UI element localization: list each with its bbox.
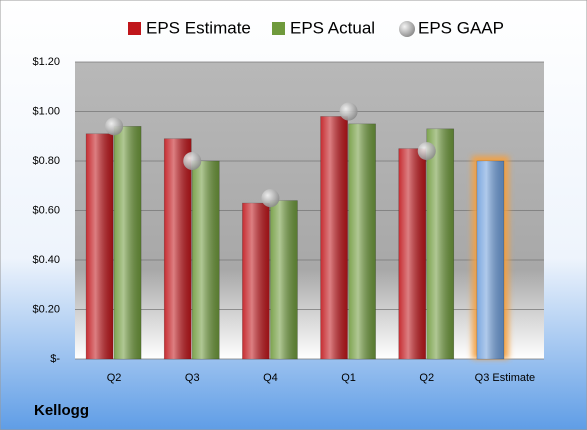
bar-shine [426,128,454,359]
x-tick-label: Q3 [185,372,200,384]
x-tick-label: Q2 [107,372,122,384]
y-tick-label: $- [50,353,60,365]
bar-shine [398,148,426,359]
y-tick-label: $0.40 [32,254,60,266]
y-tick-label: $0.20 [32,303,60,315]
bar-shine [270,200,298,359]
x-tick-label: Q4 [263,372,278,384]
legend-swatch [272,22,285,35]
x-tick-label: Q2 [419,372,434,384]
y-tick-label: $0.80 [32,155,60,167]
gaap-marker [261,189,280,208]
legend-swatch [128,22,141,35]
bar-shine [86,133,114,359]
bar-shine [164,138,192,359]
bar-shine [114,126,142,359]
x-tick-label: Q3 Estimate [475,372,536,384]
gaap-marker [183,152,202,170]
gaap-marker [339,102,358,121]
legend-marker [399,21,415,37]
y-tick-label: $1.20 [32,56,60,68]
bar-shine [192,161,220,359]
chart-title: Kellogg [34,402,89,419]
gaap-marker [417,142,436,161]
y-tick-label: $0.60 [32,204,60,216]
bar-shine [320,116,348,359]
y-tick-label: $1.00 [32,105,60,117]
x-tick-label: Q1 [341,372,356,384]
bar-shine [242,203,270,359]
gaap-marker [105,117,124,136]
bar-shine [348,123,376,359]
legend-label: EPS GAAP [418,18,504,37]
legend-label: EPS Estimate [146,18,251,37]
legend-label: EPS Actual [290,18,375,37]
bar-shine [476,161,504,359]
